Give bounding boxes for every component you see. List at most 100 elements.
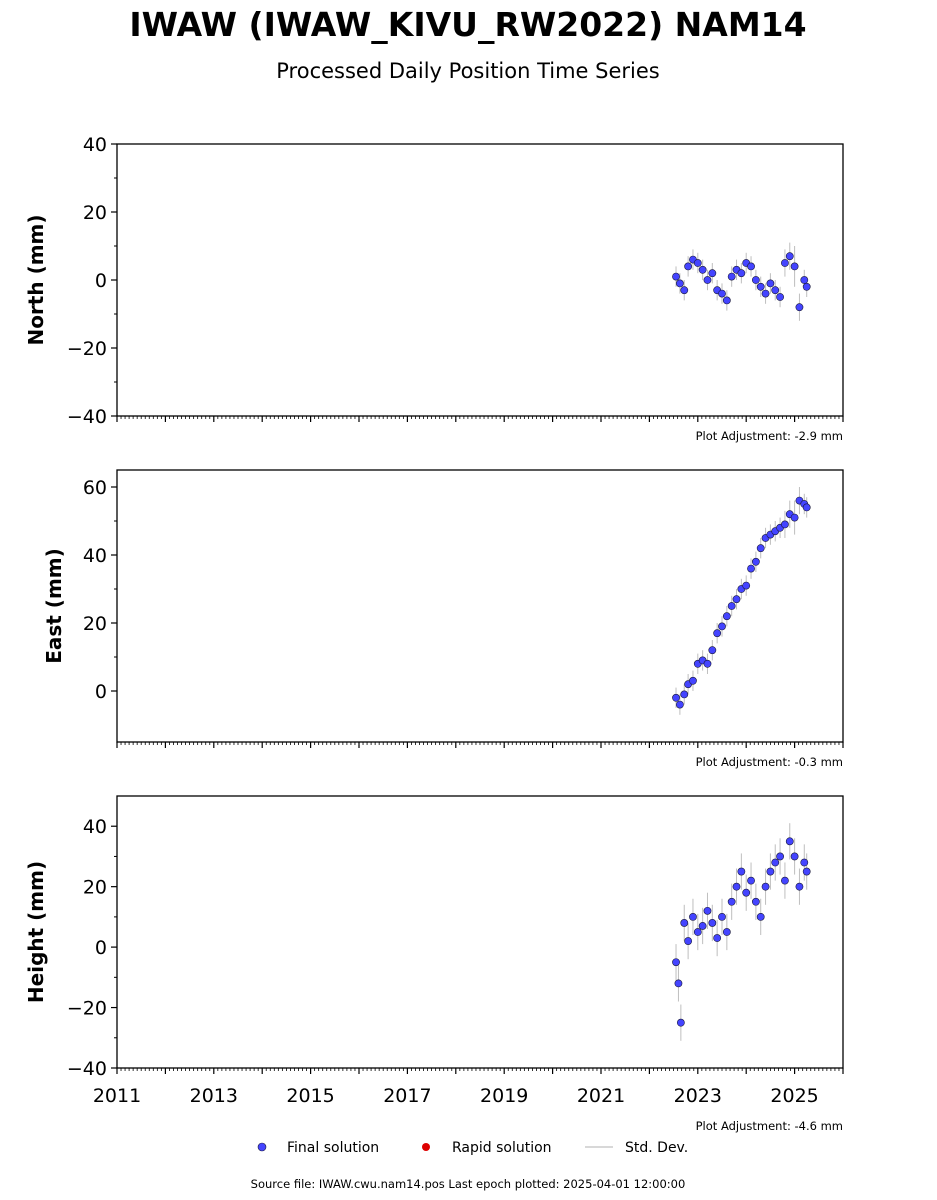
legend-final-marker xyxy=(257,1142,267,1152)
height-data-point xyxy=(680,919,689,927)
legend-item-rapid: Rapid solution xyxy=(422,1140,552,1156)
height-data-point xyxy=(689,912,697,921)
east-data-point xyxy=(742,581,751,590)
legend: Final solution Rapid solution Std. Dev. xyxy=(257,1140,688,1156)
north-data-point xyxy=(680,286,689,295)
east-data-point xyxy=(747,564,755,573)
north-axes-frame xyxy=(116,143,844,417)
height-data-point xyxy=(785,837,794,846)
east-data-point xyxy=(727,602,736,610)
north-ylabel: North (mm) xyxy=(24,214,48,345)
east-data-point xyxy=(756,544,765,553)
height-final-points xyxy=(672,837,811,1027)
height-ytick-label: −40 xyxy=(67,1058,107,1080)
legend-rapid-marker xyxy=(422,1143,430,1151)
height-data-point xyxy=(676,1018,685,1027)
height-data-point xyxy=(800,858,809,867)
east-data-point xyxy=(672,693,680,702)
north-ytick-label: 20 xyxy=(83,202,107,224)
north-data-point xyxy=(781,259,789,267)
east-ytick-label: 0 xyxy=(95,681,107,703)
figure-title: IWAW (IWAW_KIVU_RW2022) NAM14 xyxy=(129,5,806,44)
north-data-point xyxy=(718,289,726,298)
north-data-point xyxy=(751,276,760,284)
height-ytick-label: 40 xyxy=(83,816,107,838)
east-data-point xyxy=(732,595,741,604)
north-data-point xyxy=(800,276,809,284)
north-data-point xyxy=(802,282,811,291)
north-data-point xyxy=(785,252,794,261)
height-ylabel: Height (mm) xyxy=(24,861,48,1003)
east-data-point xyxy=(708,646,717,655)
height-subplot: 40 20 0 −20 −40 2011 2013 2015 2017 2019 2021 2023 2… xyxy=(24,795,844,1133)
subplots: 40 20 0 −20 −40 North (mm) Plot Adjustment: -2… xyxy=(24,134,844,1133)
east-data-point xyxy=(790,513,799,522)
east-ylabel: East (mm) xyxy=(42,548,66,664)
east-data-point xyxy=(675,700,684,709)
height-data-point xyxy=(674,979,683,988)
east-data-point xyxy=(718,622,726,631)
north-data-point xyxy=(795,303,804,312)
height-xtick-label: 2021 xyxy=(577,1085,625,1107)
height-data-point xyxy=(703,906,712,915)
north-data-point xyxy=(790,262,799,271)
height-ytick-label: −20 xyxy=(67,998,107,1020)
height-data-point xyxy=(781,876,789,885)
north-data-point xyxy=(737,269,746,278)
north-data-point xyxy=(722,296,731,305)
height-data-point xyxy=(795,882,804,891)
east-ytick-label: 60 xyxy=(83,477,107,499)
height-data-point xyxy=(802,867,811,876)
east-subplot: 60 40 20 0 East (mm) Plot Adjustment: -0.3 mm xyxy=(42,469,844,769)
height-xtick-label: 2011 xyxy=(93,1085,141,1107)
north-data-point xyxy=(698,265,707,274)
north-data-point xyxy=(703,276,712,284)
east-data-point xyxy=(781,520,789,529)
legend-item-stddev: Std. Dev. xyxy=(585,1140,688,1156)
north-data-point xyxy=(672,272,680,281)
height-ytick-label: 20 xyxy=(83,877,107,899)
height-data-point xyxy=(737,867,746,876)
height-data-point xyxy=(698,922,707,930)
height-xtick-label: 2019 xyxy=(480,1085,528,1107)
height-plot-adjustment: Plot Adjustment: -4.6 mm xyxy=(696,1119,843,1133)
north-data-point xyxy=(684,262,693,271)
north-data-point xyxy=(756,282,765,291)
north-ytick-label: −20 xyxy=(67,338,107,360)
east-data-point xyxy=(689,676,697,685)
height-data-point xyxy=(684,937,693,945)
east-ytick-label: 20 xyxy=(83,613,107,635)
east-data-point xyxy=(802,503,811,512)
legend-stddev-label: Std. Dev. xyxy=(625,1140,688,1156)
height-data-point xyxy=(672,958,680,967)
height-axes-frame xyxy=(116,795,844,1069)
height-ytick-label: 0 xyxy=(95,937,107,959)
height-data-point xyxy=(713,934,722,942)
height-data-point xyxy=(771,858,780,867)
height-data-point xyxy=(693,928,702,936)
north-data-point xyxy=(693,259,702,267)
legend-item-final: Final solution xyxy=(257,1140,379,1156)
height-xtick-label: 2015 xyxy=(286,1085,334,1107)
source-footer: Source file: IWAW.cwu.nam14.pos Last epo… xyxy=(251,1177,686,1191)
east-data-point xyxy=(722,612,731,621)
height-data-point xyxy=(766,867,775,876)
legend-rapid-label: Rapid solution xyxy=(452,1140,552,1156)
north-data-point xyxy=(771,286,780,295)
east-data-point xyxy=(703,659,712,668)
east-plot-adjustment: Plot Adjustment: -0.3 mm xyxy=(696,755,843,769)
east-data-point xyxy=(751,557,760,566)
north-plot-adjustment: Plot Adjustment: -2.9 mm xyxy=(696,429,843,443)
north-data-point xyxy=(766,279,775,288)
height-data-point xyxy=(727,897,736,906)
height-data-point xyxy=(722,928,731,936)
east-axes-frame xyxy=(116,469,844,743)
height-data-point xyxy=(756,912,765,921)
height-data-point xyxy=(708,919,717,927)
north-ytick-label: 0 xyxy=(95,270,107,292)
east-data-point xyxy=(680,690,689,699)
height-data-point xyxy=(747,876,755,885)
height-data-point xyxy=(732,882,741,891)
height-data-point xyxy=(742,888,751,897)
